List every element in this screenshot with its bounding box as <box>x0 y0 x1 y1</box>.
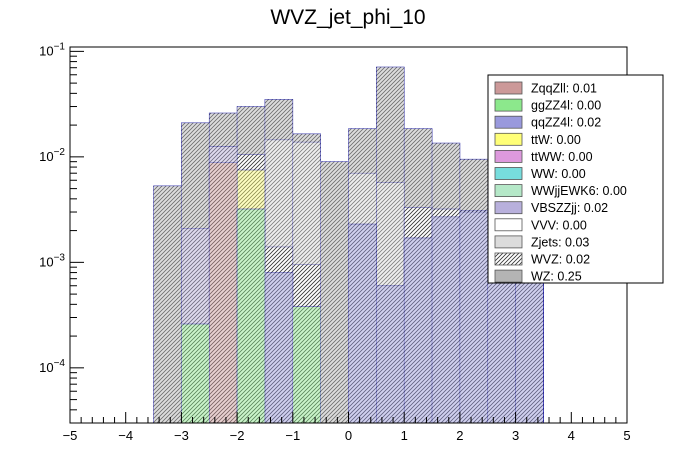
legend-label: WWjjEWK6: 0.00 <box>531 184 627 198</box>
legend-swatch <box>494 167 523 180</box>
legend-label: ttWW: 0.00 <box>531 150 593 164</box>
x-tick-label: −3 <box>174 428 189 443</box>
y-tick-label: 10−3 <box>39 252 65 269</box>
legend-label: ttW: 0.00 <box>531 133 581 147</box>
legend-swatch <box>494 98 523 112</box>
legend-label: WW: 0.00 <box>531 167 586 181</box>
legend-label: VBSZZjj: 0.02 <box>531 201 608 215</box>
x-tick-label: 1 <box>401 428 408 443</box>
hatch-overlay-2 <box>209 113 238 423</box>
y-tick-label: 10−2 <box>39 147 65 164</box>
x-tick-label: −4 <box>118 428 133 443</box>
legend-swatch <box>494 149 523 163</box>
legend-label: WZ: 0.25 <box>531 270 582 284</box>
legend-swatch <box>494 115 523 129</box>
legend-swatch <box>494 132 523 146</box>
hatch-overlay-9 <box>404 128 433 424</box>
hatch-overlay-11 <box>459 159 488 423</box>
y-tick-label: 10−1 <box>39 41 65 58</box>
axis-layer: −5 −4 −3 −2 −1 0 1 2 3 4 5 10−4 10−3 10−2 10−1 <box>39 41 630 443</box>
legend-swatch <box>494 201 523 215</box>
legend-label: ggZZ4l: 0.00 <box>531 99 601 113</box>
hatch-layer <box>153 67 544 424</box>
x-tick-label: 5 <box>623 428 630 443</box>
legend-label: Zjets: 0.03 <box>531 235 589 249</box>
hatch-overlay-7 <box>348 128 377 424</box>
legend-swatch <box>494 269 523 283</box>
x-tick-label: 2 <box>456 428 463 443</box>
hatch-overlay-1 <box>181 122 210 424</box>
legend-label: WVZ: 0.02 <box>531 253 590 267</box>
hatch-overlay-5 <box>292 133 321 424</box>
hatch-overlay-8 <box>376 67 405 423</box>
legend-label: VVV: 0.00 <box>531 218 587 232</box>
hatch-overlay-6 <box>320 161 349 423</box>
legend-label: qqZZ4l: 0.02 <box>531 116 601 130</box>
x-tick-label: 3 <box>512 428 519 443</box>
legend: ZqqZll: 0.01 ggZZ4l: 0.00 qqZZ4l: 0.02 ttW:… <box>487 74 664 284</box>
legend-swatch <box>494 184 523 198</box>
hatch-overlay-10 <box>432 143 460 424</box>
x-tick-label: −1 <box>285 428 300 443</box>
legend-swatch <box>494 235 523 249</box>
hatch-overlay-4 <box>264 99 293 424</box>
chart-title: WVZ_jet_phi_10 <box>270 6 425 29</box>
hatch-overlay-0 <box>153 185 182 423</box>
hatch-overlay-3 <box>237 106 265 423</box>
legend-swatch <box>494 81 523 95</box>
x-tick-label: 0 <box>345 428 352 443</box>
legend-swatch <box>494 218 523 232</box>
x-tick-label: −2 <box>230 428 245 443</box>
legend-label: ZqqZll: 0.01 <box>531 82 597 96</box>
x-tick-label: 4 <box>568 428 575 443</box>
x-tick-label: −5 <box>63 428 78 443</box>
y-tick-label: 10−4 <box>39 358 65 375</box>
legend-swatch <box>494 252 523 266</box>
